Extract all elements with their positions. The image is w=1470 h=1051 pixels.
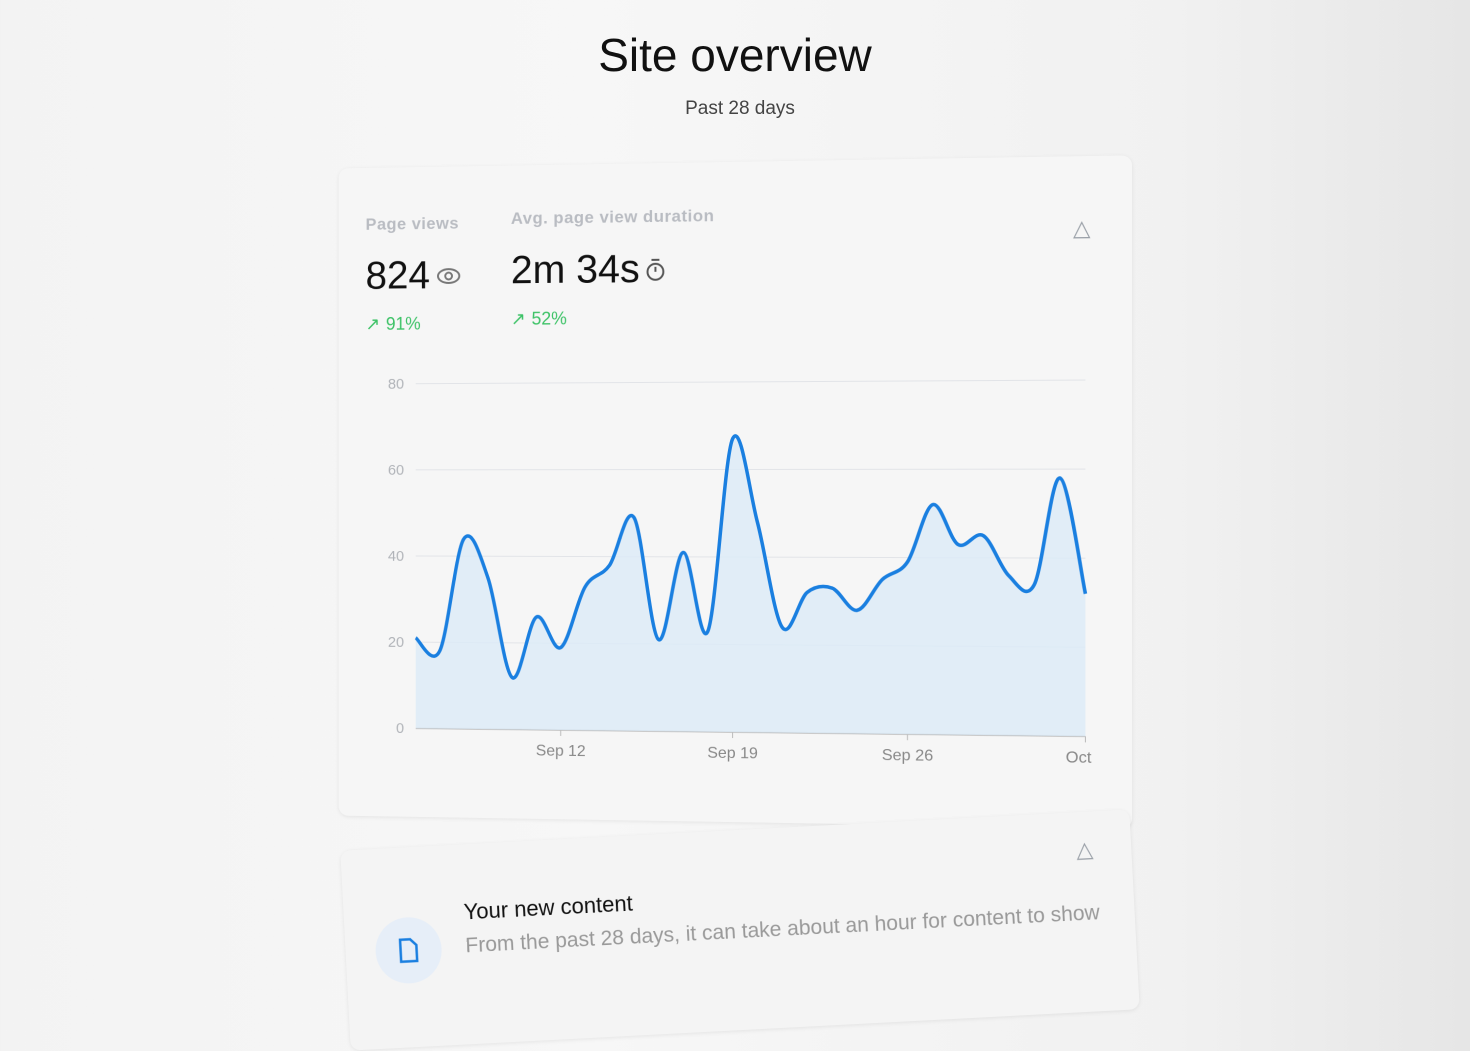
gridline	[416, 380, 1086, 384]
new-content-card: △ Your new content From the past 28 days…	[340, 809, 1139, 1050]
metric-trend: 91%	[386, 314, 421, 335]
y-tick-label: 40	[388, 549, 404, 565]
gridline	[416, 469, 1086, 470]
y-tick-label: 60	[388, 463, 404, 479]
area-fill	[416, 435, 1086, 736]
metric-label: Avg. page view duration	[511, 206, 715, 229]
metric-value: 2m 34s	[511, 247, 640, 293]
y-tick-label: 20	[388, 635, 404, 651]
metric-page-views: Page views 824 ↗91%	[366, 214, 461, 335]
new-content-title: Your new content	[463, 891, 633, 926]
metric-value: 824	[366, 254, 430, 299]
x-tick-label: Sep 19	[707, 745, 758, 763]
metric-avg-duration: Avg. page view duration 2m 34s ↗ 52%	[511, 206, 715, 330]
y-tick-label: 0	[396, 721, 404, 737]
x-tick-label: Sep 12	[536, 742, 586, 760]
learn-hat-icon[interactable]: △	[1076, 836, 1094, 863]
y-tick-label: 80	[388, 377, 404, 393]
page-views-chart: 0 20 40 60 80 Sep 12 Sep 19 Sep 26 Oct 3	[367, 360, 1095, 788]
document-icon	[374, 916, 443, 985]
page-title: Site overview	[0, 28, 1470, 82]
trending-up-icon: ↗	[366, 314, 381, 335]
overview-card: △ Page views 824 ↗91% Avg. page view dur…	[339, 155, 1132, 828]
x-tick-label: Sep 26	[882, 747, 934, 765]
metric-trend: 52%	[532, 308, 567, 329]
metric-label: Page views	[366, 214, 461, 235]
learn-hat-icon[interactable]: △	[1073, 215, 1090, 242]
x-tick-label: Oct 3	[1066, 749, 1096, 767]
trending-up-icon: ↗	[511, 309, 526, 330]
timer-icon	[646, 256, 666, 282]
eye-icon	[436, 267, 461, 285]
page-subtitle: Past 28 days	[0, 98, 1470, 120]
